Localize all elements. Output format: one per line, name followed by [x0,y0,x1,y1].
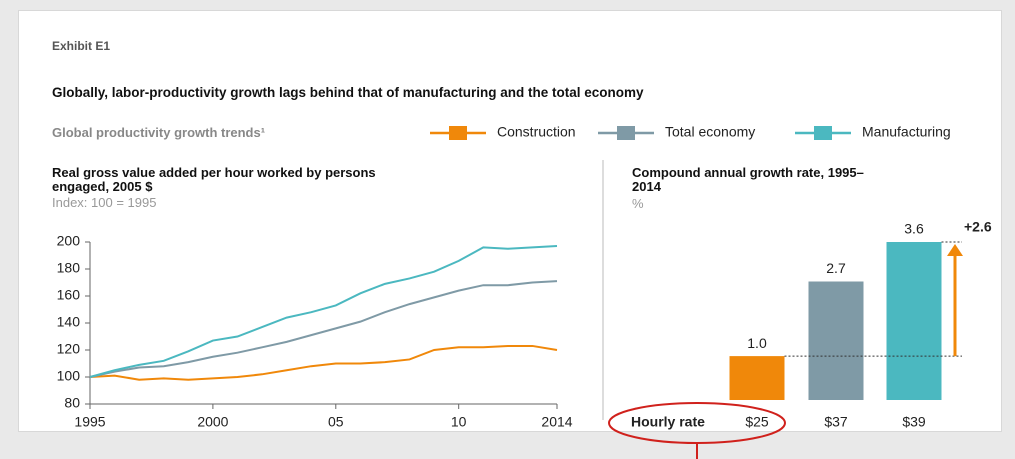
x-tick-label: 05 [328,414,344,430]
x-axis-label: Hourly rate [631,414,705,430]
subtitle: Global productivity growth trends¹ [52,125,266,140]
legend-label: Construction [497,124,576,140]
y-tick-label: 80 [64,395,80,411]
x-tick-label: 10 [451,414,467,430]
x-tick-label: $25 [745,414,769,430]
line-chart-title: Real gross value added per hour worked b… [52,165,376,194]
legend-label: Manufacturing [862,124,951,140]
legend-label: Total economy [665,124,755,140]
bar [729,356,785,400]
series-line [89,280,558,378]
legend-swatch [814,126,832,140]
x-tick-label: 2014 [541,414,572,430]
x-tick-label: $37 [824,414,848,430]
series-line [89,344,558,381]
arrow-head [947,244,963,256]
x-tick-label: 1995 [74,414,105,430]
exhibit-title: Globally, labor-productivity growth lags… [52,85,644,100]
bar-chart-subtitle: % [632,196,644,211]
y-tick-label: 140 [57,314,81,330]
y-tick-label: 200 [57,233,81,249]
y-tick-label: 120 [57,341,81,357]
value-label: 3.6 [904,221,924,237]
y-tick-label: 100 [57,368,81,384]
series-line [89,245,558,378]
legend-swatch [617,126,635,140]
x-tick-label: $39 [902,414,926,430]
annotation: +2.6 [964,219,992,235]
x-tick-label: 2000 [197,414,228,430]
bar [886,242,942,400]
legend-swatch [449,126,467,140]
bar-chart-title: Compound annual growth rate, 1995–2014 [632,165,864,194]
y-tick-label: 160 [57,287,81,303]
y-tick-label: 180 [57,260,81,276]
exhibit-label: Exhibit E1 [52,39,111,53]
value-label: 2.7 [826,260,846,276]
line-chart-subtitle: Index: 100 = 1995 [52,195,157,210]
bar [808,281,864,400]
value-label: 1.0 [747,335,767,351]
